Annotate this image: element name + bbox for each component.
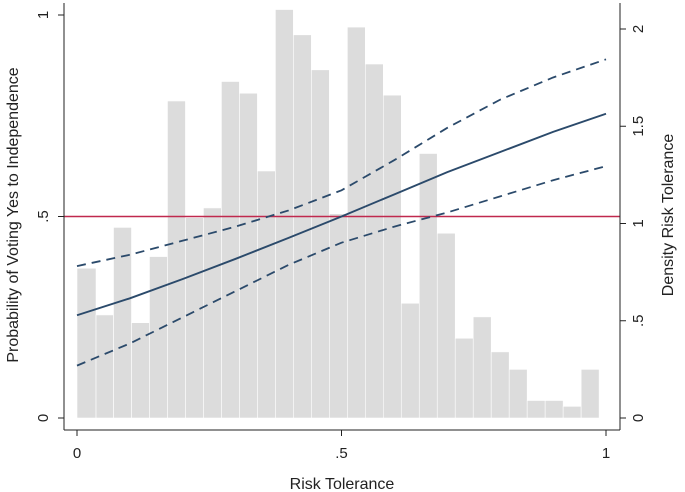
y-right-tick-label: 0: [630, 414, 647, 422]
histogram-bar-12: [275, 9, 294, 419]
series-lines: [76, 58, 607, 367]
histogram-bar-11: [257, 170, 276, 419]
x-tick-label: 0: [73, 445, 81, 462]
x-tick-label: 1: [602, 445, 610, 462]
histogram-bar-23: [472, 316, 492, 419]
histogram-bar-8: [203, 207, 222, 419]
y-right-axis-title: Density Risk Tolerance: [660, 134, 677, 297]
x-tick-label: .5: [335, 445, 348, 462]
histogram-bars: [76, 9, 600, 419]
histogram-bar-18: [382, 94, 402, 419]
histogram-bar-9: [221, 81, 240, 419]
histogram-bar-27: [544, 400, 564, 419]
histogram-bar-14: [311, 69, 330, 419]
histogram-bar-22: [454, 337, 474, 419]
y-left-tick-label: .5: [35, 210, 52, 223]
axes: [58, 3, 626, 436]
histogram-bar-28: [562, 406, 582, 419]
lower-ci-line: [76, 165, 607, 367]
histogram-bar-13: [293, 34, 312, 419]
y-left-axis-title: Probability of Voting Yes to Independenc…: [5, 67, 22, 362]
histogram-bar-20: [418, 153, 438, 419]
y-left-tick-label: 0: [35, 414, 52, 422]
histogram-bar-7: [185, 217, 204, 419]
histogram-bar-17: [365, 63, 384, 419]
y-right-tick-label: 2: [630, 25, 647, 33]
y-right-tick-label: 1.5: [630, 116, 647, 137]
upper-ci-line: [76, 58, 607, 267]
histogram-bar-2: [95, 314, 114, 419]
y-right-tick-label: 1: [630, 219, 647, 227]
histogram-bar-1: [76, 267, 97, 419]
histogram-bar-16: [347, 26, 366, 419]
histogram-bar-26: [526, 400, 546, 419]
histogram-bar-21: [436, 232, 456, 419]
histogram-bar-29: [580, 369, 600, 419]
histogram-bar-4: [131, 322, 150, 419]
tick-labels: 0 .5 1 0 .5 1 0 .5 1 1.5 2: [35, 11, 647, 462]
y-right-tick-label: .5: [630, 314, 647, 327]
histogram-bar-6: [167, 100, 186, 419]
y-left-tick-label: 1: [35, 11, 52, 19]
prediction-line: [76, 112, 607, 317]
histogram-bar-5: [149, 256, 168, 419]
histogram-bar-25: [508, 369, 528, 419]
histogram-bar-19: [400, 302, 420, 419]
histogram-bar-24: [490, 351, 510, 419]
x-axis-title: Risk Tolerance: [290, 476, 395, 492]
